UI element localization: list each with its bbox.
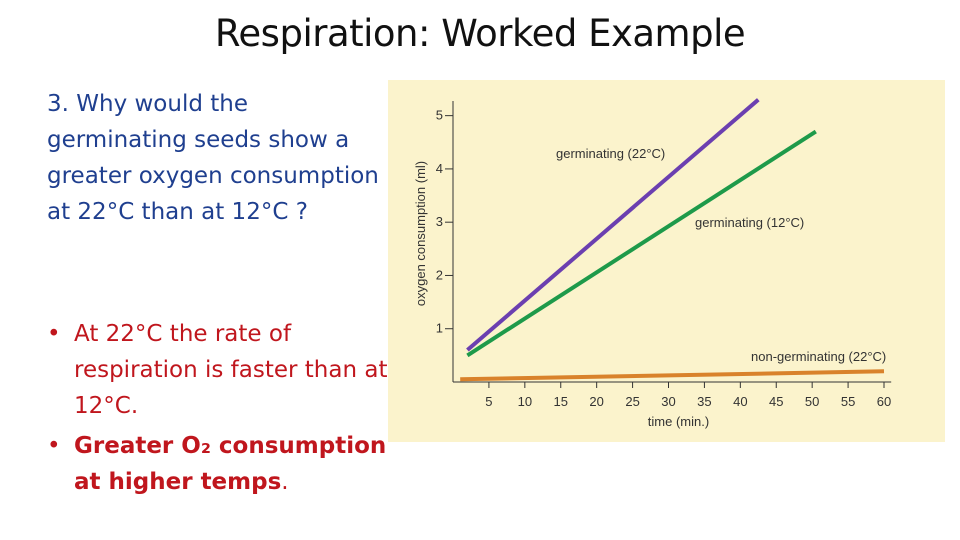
x-tick-label: 35 [697,394,711,409]
chart-panel: 1 2 3 4 5 5 10 15 20 25 30 35 40 45 50 55 60 germinating… [388,80,945,442]
y-tick-label: 4 [436,161,443,176]
y-tick-label: 5 [436,108,443,123]
answer-text-consumption-bold: Greater O₂ consumption at higher temps [74,433,387,495]
bullet-icon: • [47,321,61,347]
answer-text-rate: At 22°C the rate of respiration is faste… [74,321,388,419]
germinating-22c-line [466,98,760,352]
non-germinating-22c-line [460,369,885,382]
germinating-22c-label: germinating (22°C) [556,146,665,161]
x-tick-label: 25 [625,394,639,409]
x-axis-title: time (min.) [648,414,709,429]
bullet-icon: • [47,433,61,459]
x-tick-label: 50 [805,394,819,409]
non-germinating-22c-label: non-germinating (22°C) [751,349,886,364]
series-labels: germinating (22°C) germinating (12°C) non-… [556,146,886,364]
y-axis-title: oxygen consumption (ml) [413,161,428,306]
x-tick-label: 30 [661,394,675,409]
slide-title: Respiration: Worked Example [214,12,746,55]
germinating-12c-line [466,129,817,358]
x-tick-label: 10 [518,394,532,409]
x-tick-label: 55 [841,394,855,409]
axes [452,101,892,383]
x-tick-label: 5 [485,394,492,409]
x-tick-label: 20 [589,394,603,409]
question-text: 3. Why would the germinating seeds show … [47,91,379,225]
x-tick-label: 40 [733,394,747,409]
x-tick-label: 60 [877,394,891,409]
germinating-12c-label: germinating (12°C) [695,215,804,230]
y-tick-label: 2 [436,267,443,282]
answer-list: • At 22°C the rate of respiration is fas… [47,316,392,500]
series-lines [460,98,885,382]
x-tick-label: 15 [554,394,568,409]
y-tick-label: 3 [436,214,443,229]
y-tick-label: 1 [436,321,443,336]
x-tick-label: 45 [769,394,783,409]
answer-text-consumption-tail: . [281,469,289,495]
answer-item-consumption: • Greater O₂ consumption at higher temps… [47,428,392,500]
answer-item-rate: • At 22°C the rate of respiration is fas… [47,316,392,424]
